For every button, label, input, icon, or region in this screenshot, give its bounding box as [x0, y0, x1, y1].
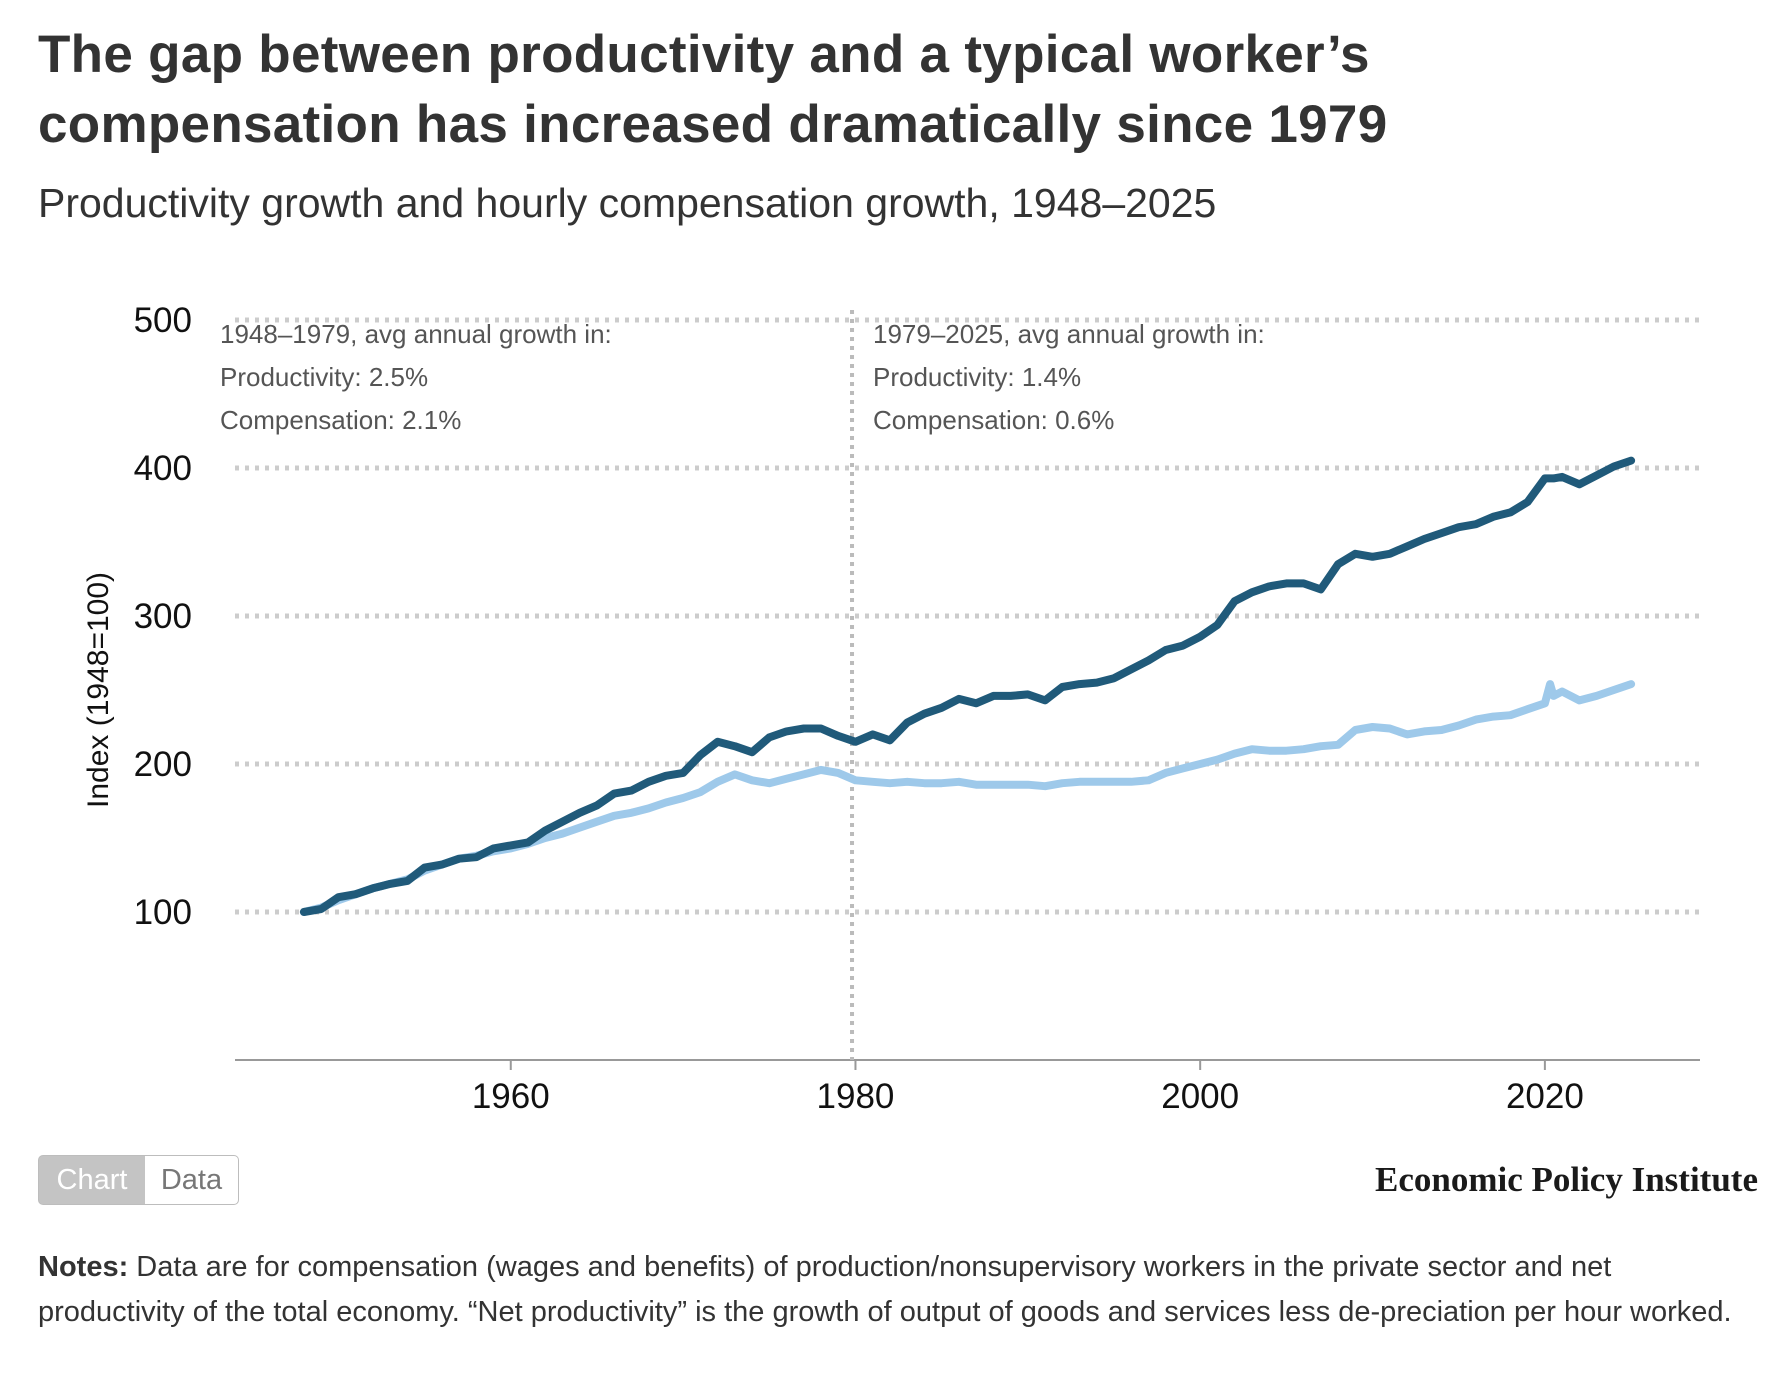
y-axis-ticks: 100 200 300 400 500	[134, 301, 192, 932]
y-tick-label: 100	[134, 893, 192, 932]
chart-notes: Notes: Data are for compensation (wages …	[38, 1245, 1748, 1335]
y-tick-label: 400	[134, 449, 192, 488]
annotation-compensation: Compensation: 0.6%	[873, 405, 1114, 435]
series-lines	[299, 456, 1636, 916]
annotation-heading: 1948–1979, avg annual growth in:	[220, 319, 612, 349]
x-tick-label: 2020	[1506, 1077, 1584, 1116]
chart-subtitle: Productivity growth and hourly compensat…	[38, 180, 1217, 226]
chart-title: The gap between productivity and a typic…	[38, 25, 1388, 154]
x-tick-label: 2000	[1161, 1077, 1239, 1116]
annotation-heading: 1979–2025, avg annual growth in:	[873, 319, 1265, 349]
publisher-logo-text: Economic Policy Institute	[1374, 1160, 1758, 1199]
grid-lines	[235, 317, 1700, 915]
chart-tab-button[interactable]: Chart	[38, 1155, 146, 1205]
annotation-1979-2025: 1979–2025, avg annual growth in: Product…	[873, 319, 1265, 435]
annotation-productivity: Productivity: 1.4%	[873, 362, 1081, 392]
notes-text: Data are for compensation (wages and ben…	[38, 1251, 1732, 1328]
annotation-1948-1979: 1948–1979, avg annual growth in: Product…	[220, 319, 612, 435]
y-axis-label: Index (1948=100)	[82, 572, 115, 808]
x-tick-label: 1980	[817, 1077, 895, 1116]
productivity-series-line	[299, 456, 1636, 916]
x-axis-ticks: 1960 1980 2000 2020	[472, 1060, 1584, 1116]
compensation-series-line	[299, 680, 1636, 916]
y-tick-label: 200	[134, 745, 192, 784]
annotation-compensation: Compensation: 2.1%	[220, 405, 461, 435]
x-tick-label: 1960	[472, 1077, 550, 1116]
notes-label: Notes:	[38, 1251, 129, 1283]
y-tick-label: 300	[134, 597, 192, 636]
data-tab-button[interactable]: Data	[145, 1155, 239, 1205]
annotation-productivity: Productivity: 2.5%	[220, 362, 428, 392]
line-chart: 100 200 300 400 500 1960 1980 2000 2020 Index (…	[82, 301, 1700, 1116]
y-tick-label: 500	[134, 301, 192, 340]
